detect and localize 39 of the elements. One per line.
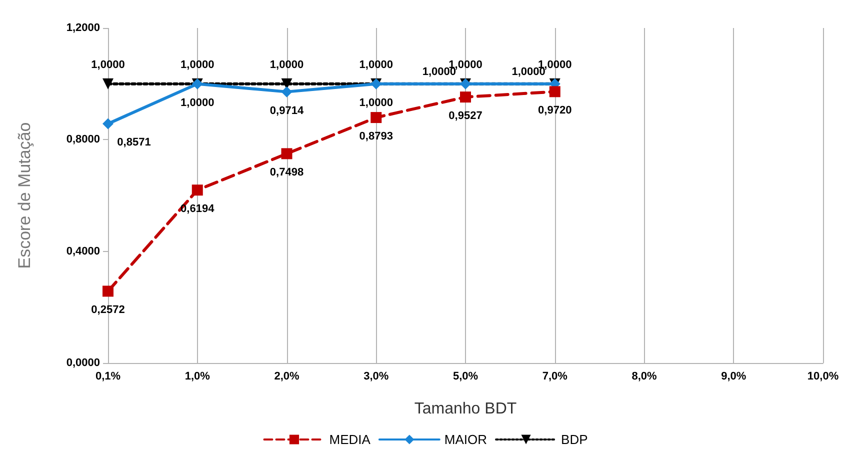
point — [102, 286, 114, 297]
x-tick-label: 9,0% — [721, 370, 746, 382]
data-label: 1,0000 — [91, 58, 125, 71]
point — [102, 118, 114, 130]
data-label: 0,8793 — [359, 130, 393, 143]
data-label: 0,6194 — [180, 203, 216, 216]
point — [370, 112, 382, 124]
legend-label: MAIOR — [444, 432, 488, 447]
x-tick-label: 3,0% — [364, 370, 389, 382]
y-tick-label: 0,8000 — [66, 134, 100, 146]
point — [281, 148, 292, 160]
x-tick-label: 0,1% — [95, 370, 121, 382]
legend-label: BDP — [561, 432, 588, 447]
data-label: 1,0000 — [359, 96, 393, 109]
x-tick-label: 1,0% — [184, 370, 210, 382]
point — [192, 184, 203, 196]
legend-label: MEDIA — [329, 432, 371, 447]
data-label: 0,2572 — [91, 304, 125, 316]
data-label: 0,9720 — [538, 104, 572, 117]
y-axis-title: Escore de Mutação — [15, 122, 34, 269]
data-label: 0,7498 — [270, 166, 304, 179]
x-tick-label: 7,0% — [542, 370, 568, 382]
x-tick-label: 2,0% — [274, 370, 300, 382]
data-label: 1,0000 — [180, 58, 214, 71]
data-label: 1,0000 — [180, 96, 214, 109]
data-label: 0,9714 — [270, 104, 304, 117]
point — [549, 86, 560, 98]
point — [460, 92, 471, 103]
data-label: 0,9527 — [448, 110, 482, 122]
x-tick-label: 5,0% — [452, 370, 478, 382]
data-label: 1,0000 — [359, 58, 393, 71]
x-tick-label: 8,0% — [632, 370, 657, 382]
y-tick-label: 0,0000 — [66, 357, 100, 369]
x-axis-title: Tamanho BDT — [414, 400, 517, 418]
y-tick-label: 1,2000 — [66, 22, 100, 34]
y-tick-label: 0,4000 — [66, 245, 100, 258]
data-label: 0,8571 — [117, 136, 151, 149]
data-label: 1,0000 — [270, 58, 304, 71]
x-tick-label: 10,0% — [807, 370, 839, 382]
